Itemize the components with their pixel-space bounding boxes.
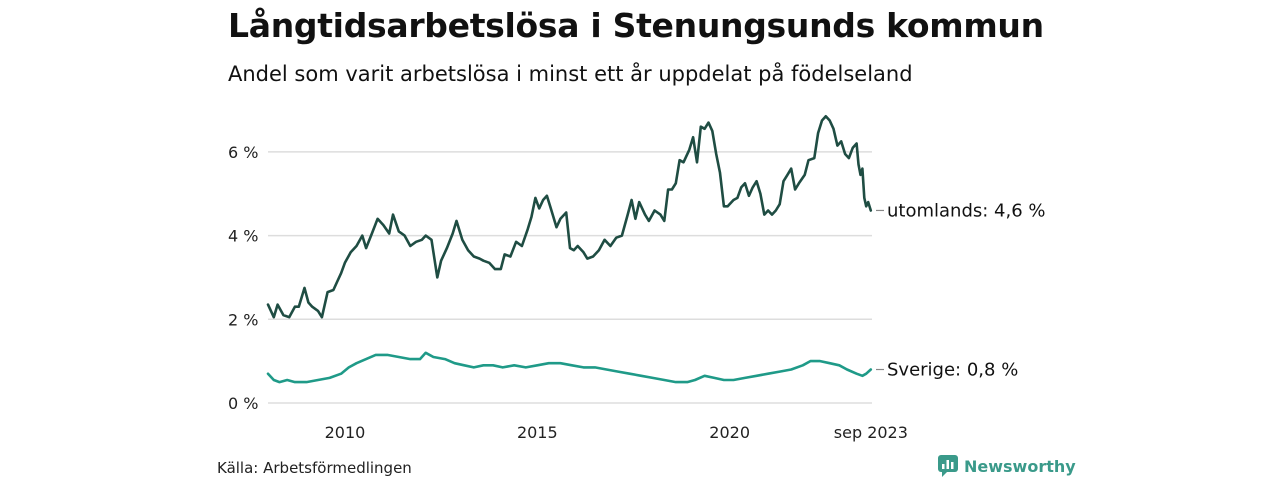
gridlines [268, 151, 872, 404]
x-tick-label: 2015 [517, 423, 558, 442]
end-label-utomlands: utomlands: 4,6 % [887, 200, 1046, 221]
end-labels: utomlands: 4,6 % Sverige: 0,8 % [876, 200, 1046, 381]
chart-title: Långtidsarbetslösa i Stenungsunds kommun [228, 6, 1044, 45]
series-line-sverige [266, 351, 873, 384]
x-tick-label: 2020 [709, 423, 750, 442]
y-tick-label: 6 % [228, 143, 258, 162]
end-label-sverige: Sverige: 0,8 % [887, 360, 1018, 381]
brand-logo: Newsworthy [938, 455, 1076, 477]
x-tick-label: 2010 [325, 423, 366, 442]
chart-subtitle: Andel som varit arbetslösa i minst ett å… [228, 62, 913, 86]
y-tick-label: 0 % [228, 394, 258, 413]
axis-labels: 0 % 2 % 4 % 6 % 2010 2015 2020 sep 2023 [228, 143, 908, 442]
y-tick-label: 2 % [228, 310, 258, 329]
series-line-utomlands [266, 115, 873, 319]
newsworthy-logo-icon [938, 455, 958, 477]
x-tick-label: sep 2023 [834, 423, 908, 442]
brand-name: Newsworthy [964, 456, 1076, 476]
y-tick-label: 4 % [228, 227, 258, 246]
source-note: Källa: Arbetsförmedlingen [217, 459, 412, 477]
series-lines [266, 115, 873, 384]
